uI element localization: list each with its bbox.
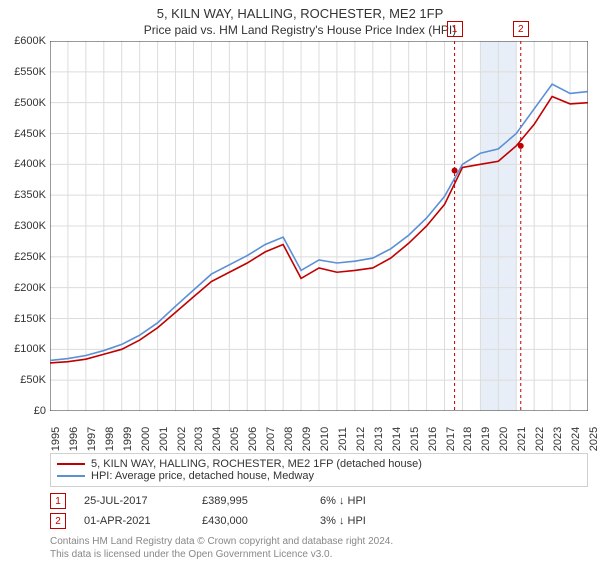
sale-marker-box: 2 <box>50 513 66 529</box>
sale-date: 01-APR-2021 <box>84 515 184 527</box>
x-axis-tick-label: 2024 <box>570 427 582 451</box>
x-axis-tick-label: 2005 <box>229 427 241 451</box>
x-axis-tick-label: 2004 <box>211 427 223 451</box>
x-axis-tick-label: 2025 <box>588 427 600 451</box>
x-axis-tick-label: 1999 <box>122 427 134 451</box>
chart-marker-label: 1 <box>447 21 463 37</box>
y-axis-tick-label: £300K <box>14 220 46 232</box>
legend-swatch <box>57 463 85 465</box>
x-axis-tick-label: 2007 <box>265 427 277 451</box>
sale-marker-box: 1 <box>50 493 66 509</box>
x-axis-tick-label: 2015 <box>409 427 421 451</box>
legend-box: 5, KILN WAY, HALLING, ROCHESTER, ME2 1FP… <box>50 453 588 487</box>
x-axis-tick-label: 2012 <box>355 427 367 451</box>
x-axis-tick-label: 1997 <box>86 427 98 451</box>
x-axis-tick-label: 2010 <box>319 427 331 451</box>
x-axis-tick-label: 1995 <box>50 427 62 451</box>
y-axis-tick-label: £600K <box>14 35 46 47</box>
y-axis-tick-label: £350K <box>14 189 46 201</box>
footer-line: Contains HM Land Registry data © Crown c… <box>50 535 588 548</box>
x-axis-tick-label: 2014 <box>391 427 403 451</box>
x-axis-tick-label: 2016 <box>427 427 439 451</box>
chart-area: 12£0£50K£100K£150K£200K£250K£300K£350K£4… <box>50 41 588 411</box>
x-axis-tick-label: 2020 <box>498 427 510 451</box>
sale-date: 25-JUL-2017 <box>84 495 184 507</box>
chart-marker-label: 2 <box>513 21 529 37</box>
legend-label: HPI: Average price, detached house, Medw… <box>91 470 314 482</box>
sale-row: 2 01-APR-2021 £430,000 3% ↓ HPI <box>50 513 588 529</box>
y-axis-tick-label: £50K <box>20 374 46 386</box>
legend-row: 5, KILN WAY, HALLING, ROCHESTER, ME2 1FP… <box>57 458 581 470</box>
x-axis-tick-label: 2006 <box>247 427 259 451</box>
x-axis-tick-label: 2008 <box>283 427 295 451</box>
y-axis-tick-label: £150K <box>14 313 46 325</box>
x-axis-tick-label: 2021 <box>516 427 528 451</box>
footer-attribution: Contains HM Land Registry data © Crown c… <box>50 535 588 561</box>
y-axis-tick-label: £250K <box>14 251 46 263</box>
x-axis-tick-label: 1996 <box>68 427 80 451</box>
x-axis-tick-label: 2011 <box>337 427 349 451</box>
y-axis-tick-label: £200K <box>14 282 46 294</box>
x-axis-tick-label: 2001 <box>158 427 170 451</box>
sale-delta: 3% ↓ HPI <box>320 515 420 527</box>
y-axis-tick-label: £400K <box>14 158 46 170</box>
x-axis-tick-label: 2023 <box>552 427 564 451</box>
legend-label: 5, KILN WAY, HALLING, ROCHESTER, ME2 1FP… <box>91 458 422 470</box>
y-axis-tick-label: £450K <box>14 128 46 140</box>
y-axis-tick-label: £550K <box>14 66 46 78</box>
x-axis-tick-label: 2013 <box>373 427 385 451</box>
sale-row: 1 25-JUL-2017 £389,995 6% ↓ HPI <box>50 493 588 509</box>
sale-price: £430,000 <box>202 515 302 527</box>
line-chart-svg <box>50 41 588 411</box>
sales-list: 1 25-JUL-2017 £389,995 6% ↓ HPI 2 01-APR-2021… <box>50 493 588 529</box>
x-axis-tick-label: 2019 <box>480 427 492 451</box>
sale-price: £389,995 <box>202 495 302 507</box>
x-axis-tick-label: 2022 <box>534 427 546 451</box>
x-axis-tick-label: 2018 <box>462 427 474 451</box>
chart-title: 5, KILN WAY, HALLING, ROCHESTER, ME2 1FP <box>0 0 600 21</box>
y-axis-tick-label: £0 <box>34 405 46 417</box>
x-axis-tick-label: 2009 <box>301 427 313 451</box>
y-axis-tick-label: £500K <box>14 97 46 109</box>
legend-swatch <box>57 475 85 477</box>
legend-row: HPI: Average price, detached house, Medw… <box>57 470 581 482</box>
x-axis-tick-label: 2002 <box>176 427 188 451</box>
x-axis-tick-label: 2017 <box>445 427 457 451</box>
sale-delta: 6% ↓ HPI <box>320 495 420 507</box>
footer-line: This data is licensed under the Open Gov… <box>50 548 588 561</box>
x-axis-tick-label: 2003 <box>193 427 205 451</box>
chart-subtitle: Price paid vs. HM Land Registry's House … <box>0 21 600 41</box>
x-axis-tick-label: 2000 <box>140 427 152 451</box>
y-axis-tick-label: £100K <box>14 343 46 355</box>
x-axis-tick-label: 1998 <box>104 427 116 451</box>
